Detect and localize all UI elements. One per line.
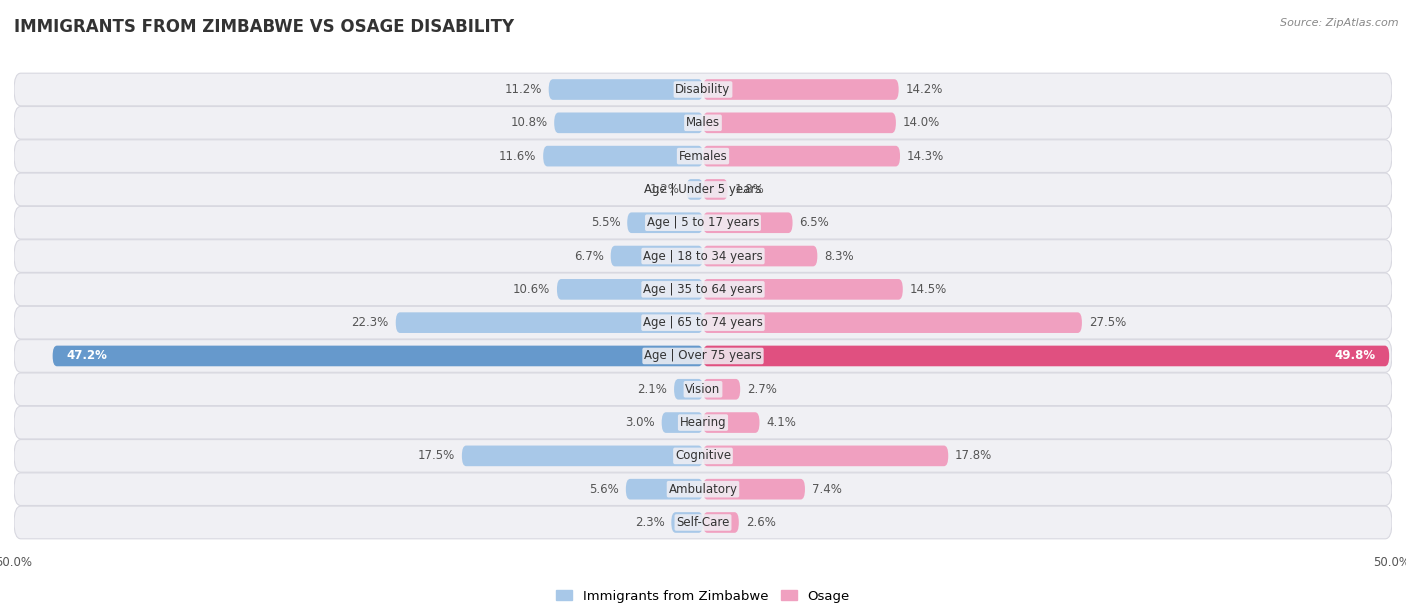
FancyBboxPatch shape (14, 106, 1392, 139)
FancyBboxPatch shape (554, 113, 703, 133)
Text: Disability: Disability (675, 83, 731, 96)
Text: 7.4%: 7.4% (811, 483, 842, 496)
FancyBboxPatch shape (610, 245, 703, 266)
Text: 47.2%: 47.2% (66, 349, 107, 362)
Text: Self-Care: Self-Care (676, 516, 730, 529)
Text: 10.6%: 10.6% (513, 283, 550, 296)
FancyBboxPatch shape (703, 312, 1083, 333)
FancyBboxPatch shape (14, 473, 1392, 506)
FancyBboxPatch shape (703, 379, 740, 400)
Text: 14.3%: 14.3% (907, 149, 945, 163)
FancyBboxPatch shape (703, 245, 817, 266)
FancyBboxPatch shape (14, 373, 1392, 406)
FancyBboxPatch shape (703, 146, 900, 166)
Text: 14.2%: 14.2% (905, 83, 943, 96)
FancyBboxPatch shape (703, 346, 1389, 367)
Text: 2.7%: 2.7% (747, 382, 778, 396)
Text: Vision: Vision (685, 382, 721, 396)
FancyBboxPatch shape (626, 479, 703, 499)
FancyBboxPatch shape (627, 212, 703, 233)
Text: Age | 18 to 34 years: Age | 18 to 34 years (643, 250, 763, 263)
Text: Hearing: Hearing (679, 416, 727, 429)
Text: 2.3%: 2.3% (634, 516, 665, 529)
Text: 6.5%: 6.5% (800, 216, 830, 230)
FancyBboxPatch shape (14, 173, 1392, 206)
Text: 6.7%: 6.7% (574, 250, 603, 263)
FancyBboxPatch shape (14, 240, 1392, 272)
FancyBboxPatch shape (703, 412, 759, 433)
Text: 17.5%: 17.5% (418, 449, 456, 463)
Text: 11.2%: 11.2% (505, 83, 541, 96)
FancyBboxPatch shape (703, 512, 738, 533)
Text: Age | 65 to 74 years: Age | 65 to 74 years (643, 316, 763, 329)
FancyBboxPatch shape (703, 79, 898, 100)
FancyBboxPatch shape (703, 479, 806, 499)
FancyBboxPatch shape (14, 506, 1392, 539)
Text: 14.5%: 14.5% (910, 283, 946, 296)
Text: 2.1%: 2.1% (637, 382, 668, 396)
FancyBboxPatch shape (14, 406, 1392, 439)
FancyBboxPatch shape (14, 73, 1392, 106)
FancyBboxPatch shape (14, 439, 1392, 472)
Text: 49.8%: 49.8% (1334, 349, 1375, 362)
FancyBboxPatch shape (14, 140, 1392, 173)
Text: 10.8%: 10.8% (510, 116, 547, 129)
Text: 1.2%: 1.2% (650, 183, 679, 196)
Text: 5.6%: 5.6% (589, 483, 619, 496)
FancyBboxPatch shape (52, 346, 703, 367)
FancyBboxPatch shape (461, 446, 703, 466)
FancyBboxPatch shape (703, 212, 793, 233)
Text: Cognitive: Cognitive (675, 449, 731, 463)
Text: 11.6%: 11.6% (499, 149, 536, 163)
Text: 14.0%: 14.0% (903, 116, 941, 129)
Text: IMMIGRANTS FROM ZIMBABWE VS OSAGE DISABILITY: IMMIGRANTS FROM ZIMBABWE VS OSAGE DISABI… (14, 18, 515, 36)
FancyBboxPatch shape (662, 412, 703, 433)
Text: 5.5%: 5.5% (591, 216, 620, 230)
Text: Age | Under 5 years: Age | Under 5 years (644, 183, 762, 196)
FancyBboxPatch shape (14, 307, 1392, 339)
Text: Ambulatory: Ambulatory (668, 483, 738, 496)
FancyBboxPatch shape (703, 279, 903, 300)
Text: 22.3%: 22.3% (352, 316, 389, 329)
Text: Age | 35 to 64 years: Age | 35 to 64 years (643, 283, 763, 296)
FancyBboxPatch shape (14, 206, 1392, 239)
Text: 8.3%: 8.3% (824, 250, 853, 263)
FancyBboxPatch shape (673, 379, 703, 400)
FancyBboxPatch shape (14, 273, 1392, 305)
Text: 1.8%: 1.8% (735, 183, 765, 196)
FancyBboxPatch shape (703, 113, 896, 133)
FancyBboxPatch shape (395, 312, 703, 333)
FancyBboxPatch shape (703, 446, 948, 466)
Legend: Immigrants from Zimbabwe, Osage: Immigrants from Zimbabwe, Osage (551, 584, 855, 608)
FancyBboxPatch shape (14, 340, 1392, 372)
Text: Females: Females (679, 149, 727, 163)
FancyBboxPatch shape (686, 179, 703, 200)
FancyBboxPatch shape (557, 279, 703, 300)
Text: Males: Males (686, 116, 720, 129)
Text: 27.5%: 27.5% (1088, 316, 1126, 329)
FancyBboxPatch shape (548, 79, 703, 100)
FancyBboxPatch shape (703, 179, 728, 200)
Text: Source: ZipAtlas.com: Source: ZipAtlas.com (1281, 18, 1399, 28)
Text: 3.0%: 3.0% (626, 416, 655, 429)
Text: 17.8%: 17.8% (955, 449, 993, 463)
FancyBboxPatch shape (543, 146, 703, 166)
Text: Age | 5 to 17 years: Age | 5 to 17 years (647, 216, 759, 230)
Text: Age | Over 75 years: Age | Over 75 years (644, 349, 762, 362)
FancyBboxPatch shape (671, 512, 703, 533)
Text: 2.6%: 2.6% (745, 516, 776, 529)
Text: 4.1%: 4.1% (766, 416, 796, 429)
